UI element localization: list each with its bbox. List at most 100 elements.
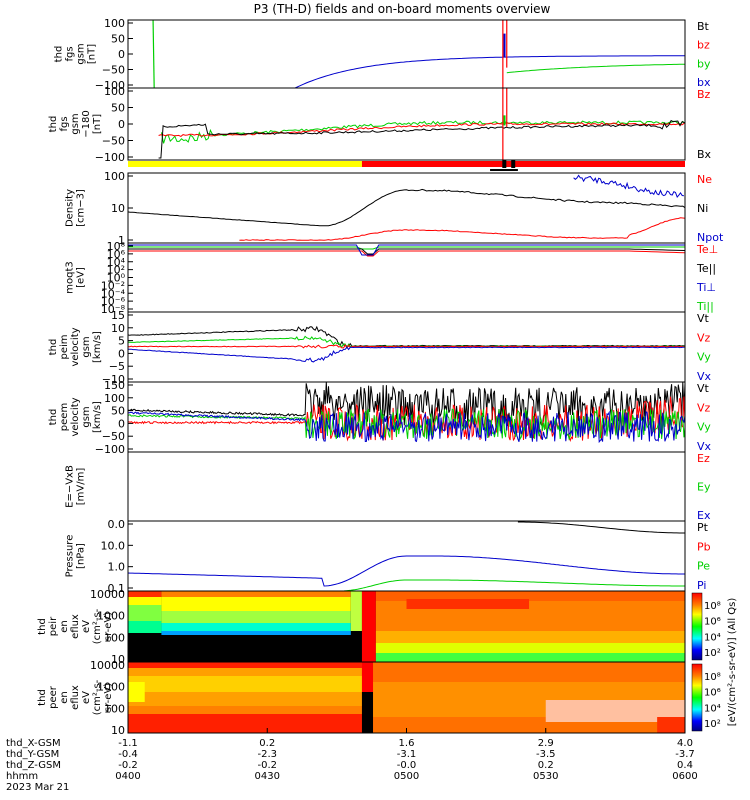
xaxis-row-label: 2023 Mar 21 bbox=[6, 782, 69, 793]
panel-9-ylabel: en bbox=[59, 620, 70, 633]
spectrogram-cell bbox=[128, 597, 162, 605]
panel-10-ylabel: peer bbox=[48, 685, 59, 709]
ytick-label: −10 bbox=[102, 373, 125, 386]
xtick-label: -0.0 bbox=[397, 760, 417, 771]
ytick-label: 1 bbox=[118, 234, 125, 247]
mode-bar-fast bbox=[361, 161, 685, 167]
spectrogram-cell bbox=[128, 605, 162, 621]
ytick-label: −50 bbox=[102, 430, 125, 443]
legend-pb: Pb bbox=[697, 540, 711, 553]
spectrogram-cell bbox=[161, 623, 351, 631]
ytick-label: 10⁰ bbox=[107, 272, 126, 285]
panel-8: Pressure [nPa] 0.0 10.0 1.0 0.1 Pt Pb Pe Pi bbox=[65, 518, 711, 595]
xaxis-row-label: hhmm bbox=[6, 771, 38, 782]
spectrogram-cell bbox=[161, 591, 351, 597]
xaxis-row-label: thd_Z-GSM bbox=[6, 760, 61, 771]
legend-bz: Bz bbox=[697, 88, 711, 101]
panel-10-ylabel: eflux bbox=[70, 685, 81, 710]
legend-vy: Vy bbox=[697, 351, 711, 364]
panel-2-ylabel: −180 bbox=[81, 110, 92, 137]
spectrogram-cell bbox=[161, 611, 351, 623]
spectrogram-cell bbox=[361, 591, 376, 662]
ytick-label: 100 bbox=[104, 702, 125, 715]
series-pt bbox=[517, 521, 685, 534]
panel-9-ylabel: sr-eV) bbox=[103, 612, 114, 641]
colorbar-tick: 10² bbox=[704, 719, 721, 730]
colorbar-tick: 10⁸ bbox=[704, 672, 721, 683]
xtick-label: 0600 bbox=[672, 771, 697, 782]
xaxis-row-label: thd_Y-GSM bbox=[6, 749, 59, 760]
spectrogram-cell bbox=[657, 717, 685, 733]
plot-title: P3 (TH-D) fields and on-board moments ov… bbox=[254, 2, 551, 16]
series-te-perp bbox=[128, 250, 686, 257]
series-bx bbox=[294, 55, 685, 89]
ytick-label: 0.1 bbox=[108, 582, 126, 595]
panel-9-ylabel: eV bbox=[81, 620, 92, 633]
panel-10-ylabel: eV bbox=[81, 691, 92, 704]
ytick-label: 10⁻² bbox=[101, 279, 125, 292]
panel-1-ylabel: thd bbox=[54, 46, 65, 63]
legend-te⊥: Te⊥ bbox=[696, 243, 718, 256]
ytick-label: 0.0 bbox=[108, 518, 126, 531]
ytick-label: 100 bbox=[104, 17, 125, 30]
series-by bbox=[152, 19, 155, 89]
panel-10: thd peer en eflux eV (cm²-s-sr-eV) 10000 1000 10… bbox=[37, 659, 133, 737]
panel-6-ylabel: [km/s] bbox=[92, 401, 103, 433]
series-vt bbox=[127, 382, 686, 428]
spectrogram-cell bbox=[375, 653, 685, 662]
ytick-label: −100 bbox=[95, 443, 125, 456]
legend-vz: Vz bbox=[697, 331, 711, 344]
colorbar-tick: 10⁸ bbox=[704, 601, 721, 612]
panel-frame bbox=[127, 451, 686, 522]
ytick-label: −100 bbox=[95, 151, 125, 164]
xtick-label: 0500 bbox=[394, 771, 419, 782]
legend-npot: Npot bbox=[697, 231, 724, 244]
spectrogram-cell bbox=[406, 599, 530, 609]
ytick-label: 10⁻⁴ bbox=[101, 287, 126, 300]
spectrogram-cell bbox=[128, 676, 362, 692]
ytick-label: 10.0 bbox=[101, 539, 126, 552]
panel-6-ylabel: peem bbox=[59, 403, 70, 431]
spectrogram-1 bbox=[128, 591, 685, 662]
panel-frame bbox=[127, 242, 686, 313]
ytick-label: 100 bbox=[104, 631, 125, 644]
ytick-label: 10000 bbox=[90, 588, 125, 601]
series-bz bbox=[502, 20, 508, 88]
xtick-label: 1.6 bbox=[399, 738, 415, 749]
spectrogram-cell bbox=[161, 597, 351, 611]
colorbar-tick: 10² bbox=[704, 648, 721, 659]
xtick-label: -3.7 bbox=[675, 749, 695, 760]
series-ti-par bbox=[128, 246, 685, 250]
legend-te||: Te|| bbox=[696, 262, 716, 275]
spectrogram-cell bbox=[350, 591, 362, 631]
colorbar-tick: 10⁴ bbox=[704, 632, 721, 643]
xtick-label: 0.2 bbox=[538, 760, 554, 771]
panel-3-ylabel: [cm−3] bbox=[76, 189, 87, 227]
xtick-label: -1.1 bbox=[118, 738, 138, 749]
panel-9-ylabel: (cm²-s- bbox=[92, 608, 103, 644]
series-npot bbox=[573, 174, 684, 198]
series-vx bbox=[127, 410, 686, 444]
ytick-label: 10⁸ bbox=[107, 240, 126, 253]
panel-1: thd fgs gsm [nT] 100 50 0 −50 −100 Bt bz by bx bbox=[54, 17, 711, 92]
panel-7: E=−VxB [mV/m] Ez Ey Ex bbox=[65, 452, 711, 522]
xtick-label: 0530 bbox=[533, 771, 558, 782]
series-bx bbox=[158, 119, 685, 159]
xtick-label: -2.3 bbox=[257, 749, 277, 760]
series-ni bbox=[127, 188, 686, 227]
ytick-label: −50 bbox=[102, 135, 125, 148]
ytick-label: 1.0 bbox=[108, 561, 126, 574]
ytick-label: 10⁻⁸ bbox=[101, 303, 126, 316]
ytick-label: −100 bbox=[95, 79, 125, 92]
series-ne bbox=[239, 217, 686, 241]
colorbar-tick: 10⁶ bbox=[704, 617, 721, 628]
ytick-label: 10⁶ bbox=[107, 248, 126, 261]
xtick-label: 0.4 bbox=[677, 760, 693, 771]
panel-1-ylabel: gsm bbox=[76, 43, 87, 64]
legend-vy: Vy bbox=[697, 421, 711, 434]
series-bz bbox=[158, 122, 685, 137]
legend-vx: Vx bbox=[697, 440, 712, 453]
xtick-label: -0.2 bbox=[257, 760, 277, 771]
legend-ti⊥: Ti⊥ bbox=[696, 281, 716, 294]
series-vt bbox=[127, 325, 685, 347]
